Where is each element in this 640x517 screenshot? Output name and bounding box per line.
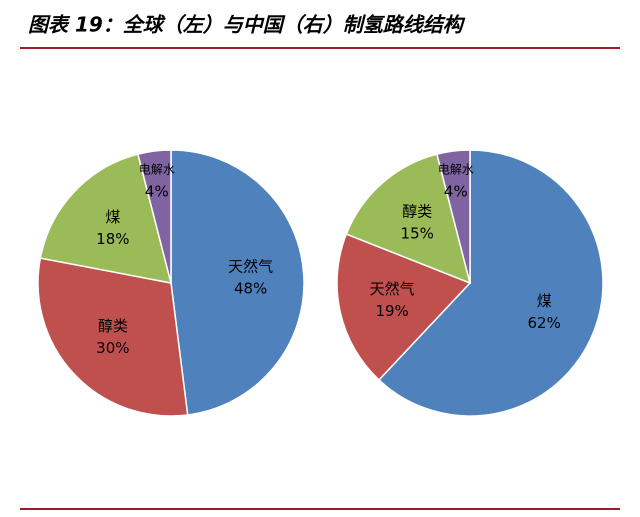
slice-value: 19% (375, 302, 408, 320)
slice-value: 48% (234, 279, 267, 297)
pie-slice (170, 149, 305, 416)
pie-slice (377, 149, 604, 417)
slice-label: 电解水 (139, 162, 175, 176)
page-title: 图表 19：全球（左）与中国（右）制氢路线结构 (28, 13, 466, 37)
slice-value: 30% (96, 339, 129, 357)
slice-label: 天然气 (370, 280, 415, 298)
slice-label: 醇类 (98, 317, 128, 335)
pie-slice (137, 149, 172, 284)
pie-slice (345, 153, 472, 285)
pie-slice (37, 257, 189, 417)
slice-label: 醇类 (402, 203, 432, 221)
pie-slice (39, 153, 173, 284)
slice-label: 煤 (537, 292, 552, 310)
slice-value: 15% (401, 225, 434, 243)
slice-value: 4% (145, 182, 169, 200)
slice-label: 天然气 (228, 257, 273, 275)
slice-value: 18% (96, 230, 129, 248)
slice-label: 电解水 (438, 162, 474, 176)
pie-slice (436, 149, 471, 284)
slice-value: 4% (444, 182, 468, 200)
slice-value: 62% (528, 314, 561, 332)
slice-label: 煤 (105, 208, 120, 226)
